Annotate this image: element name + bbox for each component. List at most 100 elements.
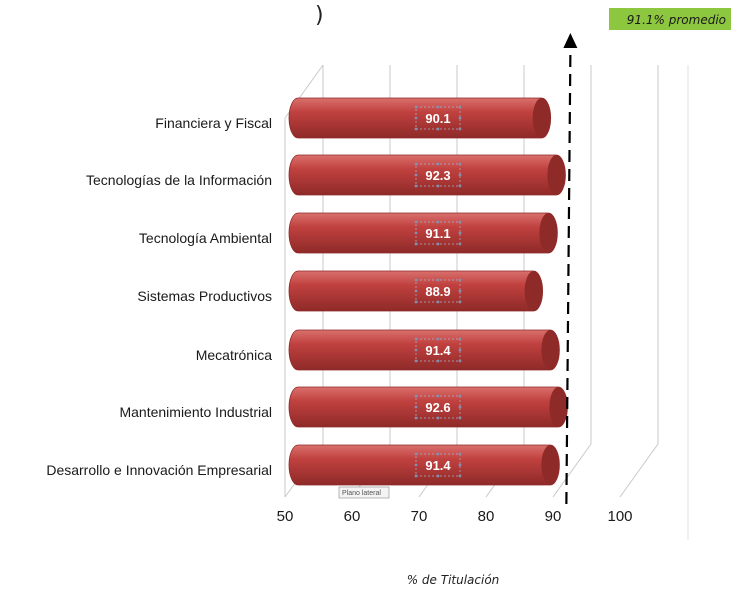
selection-handle <box>414 173 418 177</box>
data-label: 90.1 <box>425 111 450 126</box>
bar-body <box>288 212 558 254</box>
gridline-floor <box>619 443 659 498</box>
selection-handle <box>414 300 418 304</box>
bar-end-cap <box>549 387 568 427</box>
selection-handle <box>458 242 462 246</box>
selection-handle <box>436 300 440 304</box>
bar-end-cap <box>541 445 560 485</box>
selection-handle <box>436 359 440 363</box>
selection-handle <box>414 394 418 398</box>
selection-handle <box>458 416 462 420</box>
average-arrow-head <box>563 33 578 48</box>
selection-handle <box>436 127 440 131</box>
selection-handle <box>414 348 418 352</box>
selection-handle <box>458 300 462 304</box>
selection-handle <box>458 337 462 341</box>
data-label: 92.6 <box>425 400 450 415</box>
selection-handle <box>458 359 462 363</box>
selection-handle <box>436 474 440 478</box>
selection-handle <box>458 116 462 120</box>
selection-handle <box>414 405 418 409</box>
selection-handle <box>414 278 418 282</box>
selection-handle <box>436 278 440 282</box>
selection-handle <box>414 337 418 341</box>
selection-handle <box>414 463 418 467</box>
bar-body <box>288 444 560 486</box>
selection-handle <box>414 220 418 224</box>
data-label: 91.1 <box>425 226 450 241</box>
selection-handle <box>458 231 462 235</box>
selection-handle <box>436 184 440 188</box>
x-axis-title: % de Titulación <box>407 573 500 587</box>
selection-handle <box>414 127 418 131</box>
category-label: Tecnologías de la Información <box>86 172 272 188</box>
selection-handle <box>436 416 440 420</box>
selection-handle <box>414 474 418 478</box>
selection-handle <box>458 474 462 478</box>
category-label: Tecnología Ambiental <box>139 230 272 246</box>
selection-handle <box>458 184 462 188</box>
average-badge: 91.1% promedio <box>609 8 731 30</box>
selection-handle <box>458 127 462 131</box>
category-labels: Financiera y Fiscal Tecnologías de la Inf… <box>46 115 272 478</box>
average-badge-text: 91.1% promedio <box>627 13 726 27</box>
selection-handle <box>414 452 418 456</box>
selection-handle <box>436 162 440 166</box>
selection-handle <box>414 416 418 420</box>
selection-handle <box>414 289 418 293</box>
category-label: Mecatrónica <box>196 347 272 363</box>
selection-handle <box>414 242 418 246</box>
selection-handle <box>458 173 462 177</box>
category-label: Mantenimiento Industrial <box>119 404 272 420</box>
selection-handle <box>458 220 462 224</box>
bar[interactable]: 92.3 <box>288 154 566 196</box>
selection-handle <box>414 359 418 363</box>
data-label: 92.3 <box>425 168 450 183</box>
x-tick-label: 100 <box>607 508 632 525</box>
bar[interactable]: 91.1 <box>288 212 558 254</box>
selection-handle <box>436 452 440 456</box>
side-plane-tooltip: Plano lateral <box>338 486 390 499</box>
average-reference-arrow <box>563 33 578 505</box>
bar[interactable]: 88.9 <box>288 270 543 312</box>
bar-end-cap <box>539 213 558 253</box>
bar[interactable]: 92.6 <box>288 386 568 428</box>
selection-handle <box>458 105 462 109</box>
bar[interactable]: 90.1 <box>288 97 552 139</box>
bar-end-cap <box>532 98 551 138</box>
title-fragment: ) <box>315 3 324 28</box>
data-label: 88.9 <box>425 284 450 299</box>
selection-handle <box>436 242 440 246</box>
chart-bars: 90.1 92.3 91.1 88.9 91.4 92.6 91.4 <box>288 97 568 486</box>
gridline-floor <box>552 443 592 498</box>
x-tick-label: 80 <box>478 508 495 525</box>
selection-handle <box>436 105 440 109</box>
category-label: Financiera y Fiscal <box>155 115 272 131</box>
selection-handle <box>414 116 418 120</box>
x-axis-ticks: 50 60 70 80 90 100 <box>277 508 633 525</box>
selection-handle <box>414 105 418 109</box>
selection-handle <box>414 184 418 188</box>
category-label: Desarrollo e Innovación Empresarial <box>46 462 272 478</box>
x-tick-label: 50 <box>277 508 294 525</box>
bar-body <box>288 97 552 139</box>
bar[interactable]: 91.4 <box>288 444 560 486</box>
selection-handle <box>458 278 462 282</box>
selection-handle <box>458 162 462 166</box>
selection-handle <box>436 337 440 341</box>
selection-handle <box>458 348 462 352</box>
selection-handle <box>414 162 418 166</box>
selection-handle <box>458 394 462 398</box>
x-tick-label: 90 <box>545 508 562 525</box>
x-tick-label: 60 <box>344 508 361 525</box>
selection-handle <box>436 394 440 398</box>
selection-handle <box>436 220 440 224</box>
data-label: 91.4 <box>425 343 451 358</box>
bar-end-cap <box>541 330 560 370</box>
bar[interactable]: 91.4 <box>288 329 560 371</box>
bar-end-cap <box>547 155 566 195</box>
x-tick-label: 70 <box>411 508 428 525</box>
selection-handle <box>458 452 462 456</box>
bar-body <box>288 329 560 371</box>
category-label: Sistemas Productivos <box>137 288 272 304</box>
